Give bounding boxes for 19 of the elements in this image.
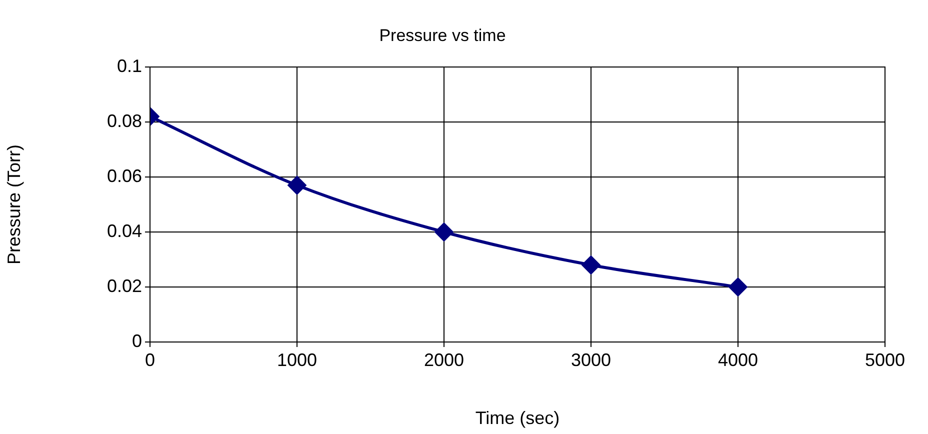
y-tick-label: 0.06 (106, 166, 142, 186)
chart-title: Pressure vs time (379, 26, 506, 45)
x-tick-label: 3000 (570, 350, 612, 370)
point (434, 222, 454, 242)
y-tick-label: 0.02 (106, 276, 142, 296)
y-tick-label: 0.08 (106, 110, 142, 131)
x-tick-label: 5000 (864, 350, 906, 370)
point (728, 278, 748, 296)
x-axis-title: Time (sec) (475, 408, 560, 428)
point (288, 176, 306, 195)
x-tick-label: 1000 (276, 350, 318, 370)
y-tick-label: 0.1 (116, 56, 142, 76)
y-tick-label: 0.04 (106, 220, 142, 241)
x-tick-label: 0 (144, 350, 156, 370)
x-tick-label: 4000 (718, 350, 758, 370)
x-tick-label: 2000 (424, 350, 464, 370)
y-tick-label: 0 (132, 330, 142, 351)
point (582, 256, 600, 274)
y-axis-title: Pressure (Torr) (4, 144, 24, 265)
